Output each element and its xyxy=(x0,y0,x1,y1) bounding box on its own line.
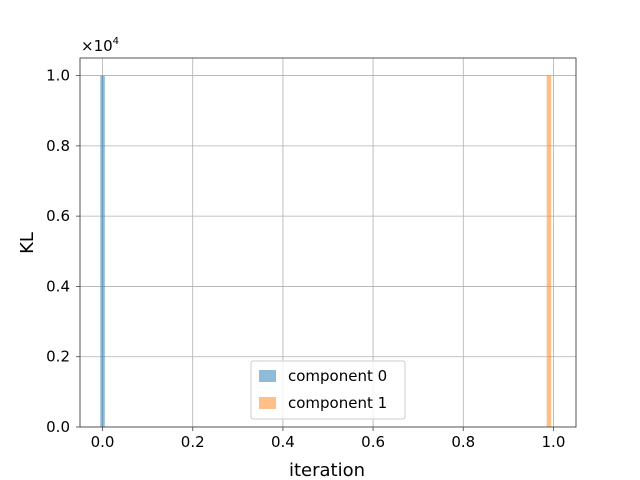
y-axis-label: KL xyxy=(17,232,38,254)
x-tick-label: 1.0 xyxy=(542,433,566,451)
y-tick-label: 0.8 xyxy=(46,137,70,155)
bars xyxy=(100,75,552,428)
y-tick-label: 0.4 xyxy=(46,277,70,295)
y-tick-label: 0.2 xyxy=(46,348,70,366)
y-multiplier: ×104 xyxy=(81,36,119,55)
bar-component-1 xyxy=(546,75,552,428)
legend-label-1: component 1 xyxy=(288,394,387,412)
legend: component 0 component 1 xyxy=(250,360,406,420)
y-tick-label: 1.0 xyxy=(46,67,70,85)
x-tick-label: 0.2 xyxy=(181,433,205,451)
y-tick-label: 0.0 xyxy=(46,418,70,436)
legend-swatch-0 xyxy=(259,370,276,382)
legend-label-0: component 0 xyxy=(288,367,387,385)
x-tick-label: 0.4 xyxy=(271,433,295,451)
legend-box xyxy=(250,360,406,420)
x-tick-label: 0.8 xyxy=(451,433,475,451)
y-multiplier-base: ×10 xyxy=(81,37,113,55)
bar-component-0 xyxy=(100,75,105,428)
axes-frame xyxy=(79,57,577,428)
x-axis-label: iteration xyxy=(289,460,365,480)
ticks: 0.0 0.2 0.4 0.6 0.8 1.0 0.0 0.2 0.4 0.6 0.8 1.0 xyxy=(46,67,565,451)
x-tick-label: 0.0 xyxy=(91,433,115,451)
legend-swatch-1 xyxy=(259,397,276,409)
y-multiplier-exp: 4 xyxy=(113,36,119,47)
y-tick-label: 0.6 xyxy=(46,207,70,225)
x-tick-label: 0.6 xyxy=(361,433,385,451)
